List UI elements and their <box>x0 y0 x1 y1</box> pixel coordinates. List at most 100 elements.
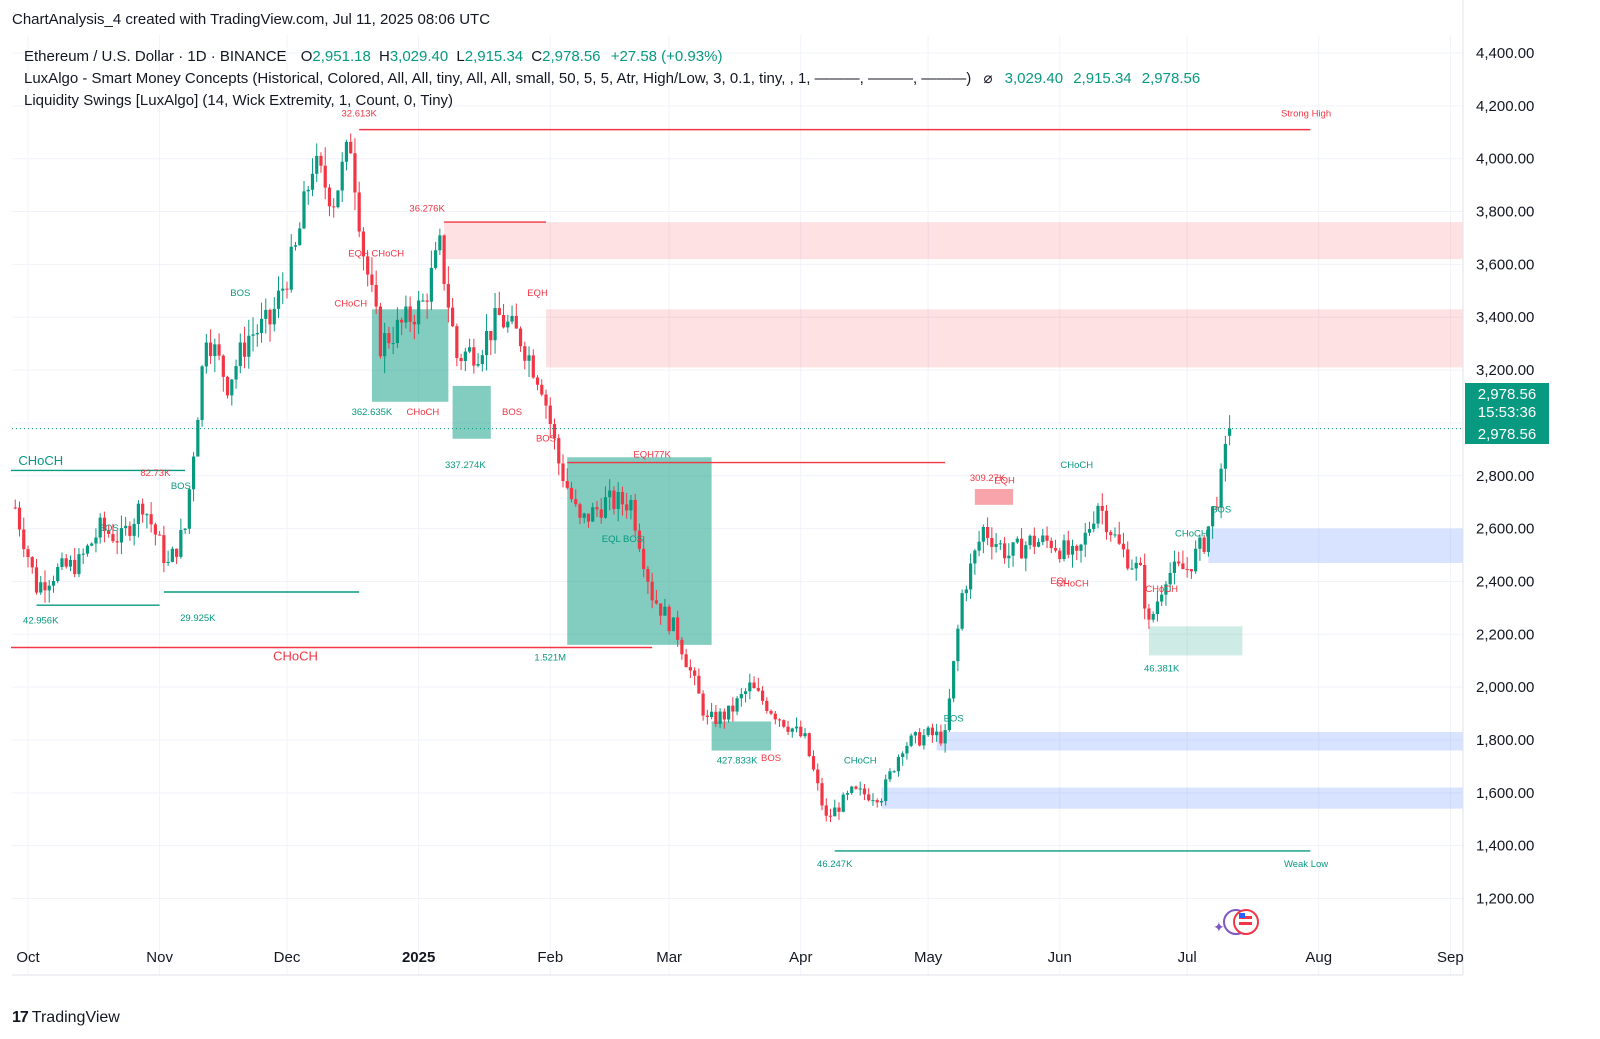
chart-legend: Ethereum / U.S. Dollar · 1D · BINANCE O2… <box>24 46 1200 112</box>
candle-body <box>1130 568 1134 570</box>
candle-body <box>926 727 930 736</box>
smc-label: BOS <box>171 481 191 492</box>
candle-body <box>506 321 510 328</box>
high-value: 3,029.40 <box>389 48 449 65</box>
candle-body <box>782 720 786 727</box>
symbol-legend-row[interactable]: Ethereum / U.S. Dollar · 1D · BINANCE O2… <box>24 46 1200 68</box>
candle-body <box>1070 545 1075 555</box>
candle-body <box>115 541 119 543</box>
candle-body <box>187 489 191 529</box>
candle-body <box>985 526 990 538</box>
candle-body <box>30 557 34 568</box>
flag-icon[interactable]: ✦ <box>1213 909 1259 936</box>
candle-body <box>421 300 425 302</box>
candle-body <box>242 342 247 357</box>
smc-label: EQH <box>994 476 1015 487</box>
candle-body <box>349 141 353 154</box>
candle-body <box>336 190 340 208</box>
candle-body <box>1147 608 1151 620</box>
candle-body <box>845 793 850 795</box>
smc-label: CHoCH <box>407 407 440 418</box>
candle-body <box>646 569 650 582</box>
candle-body <box>854 786 858 789</box>
candle-body <box>429 267 433 302</box>
candle-body <box>1113 534 1117 536</box>
candle-body <box>603 497 608 518</box>
hidden-eye-icon[interactable]: ⌀ <box>983 70 993 87</box>
candle-body <box>68 559 73 567</box>
candle-body <box>773 713 777 720</box>
indicator-legend-row-liquidity[interactable]: Liquidity Swings [LuxAlgo] (14, Wick Ext… <box>24 90 1200 112</box>
candle-body <box>501 315 506 328</box>
price-tick-label: 4,200.00 <box>1476 98 1534 115</box>
candle-body <box>463 351 467 362</box>
candle-body <box>247 335 251 357</box>
price-tick-label: 3,600.00 <box>1476 256 1534 273</box>
indicator-legend-row-smc[interactable]: LuxAlgo - Smart Money Concepts (Historic… <box>24 68 1200 90</box>
candle-body <box>620 492 625 505</box>
candle-body <box>141 503 145 515</box>
candle-body <box>111 533 115 542</box>
candle-body <box>659 603 663 616</box>
candle-body <box>26 549 30 558</box>
candle-body <box>357 192 361 232</box>
candle-body <box>289 246 293 290</box>
smc-label: EQH <box>527 288 548 299</box>
candle-body <box>259 318 264 334</box>
axes[interactable]: 1,200.00 1,400.00 1,600.00 1,800.00 2,000.00… <box>12 0 1534 976</box>
candle-body <box>1181 563 1185 570</box>
candle-body <box>293 245 298 247</box>
candle-body <box>548 405 552 425</box>
candle-body <box>1177 561 1181 564</box>
bearish-zone <box>974 488 1014 505</box>
candle-body <box>484 330 489 356</box>
candle-body <box>145 514 149 516</box>
time-tick-label: Nov <box>146 949 173 966</box>
smc-label: 42.956K <box>23 616 59 627</box>
candle-body <box>1206 526 1210 552</box>
candle-body <box>281 288 285 291</box>
candle-body <box>514 315 518 329</box>
smc-label: CHoCH <box>1060 460 1093 471</box>
tradingview-footer[interactable]: 17 TradingView <box>12 1009 120 1027</box>
indicator-title-liquidity[interactable]: Liquidity Swings [LuxAlgo] (14, Wick Ext… <box>24 92 454 109</box>
smc-label: 32.613K <box>341 108 377 119</box>
candle-body <box>977 541 981 551</box>
bullish-zone <box>881 787 1463 809</box>
smc-label: 362.635K <box>352 407 393 418</box>
smc-label: CHoCH <box>273 649 318 664</box>
candle-body <box>404 306 408 323</box>
candle-body <box>1032 535 1036 547</box>
candlestick-series[interactable] <box>13 133 1232 823</box>
candle-body <box>39 582 43 593</box>
candle-body <box>459 357 463 362</box>
candle-body <box>1172 561 1177 573</box>
smc-label: CHoCH <box>1056 579 1089 590</box>
candle-body <box>769 711 773 714</box>
candle-body <box>697 675 701 694</box>
candle-body <box>582 513 586 518</box>
smc-label: BOS <box>761 753 781 764</box>
candle-body <box>128 525 132 536</box>
candle-body <box>17 507 22 530</box>
symbol-name[interactable]: Ethereum / U.S. Dollar · 1D · BINANCE <box>24 48 287 65</box>
price-tick-label: 2,200.00 <box>1476 626 1534 643</box>
candle-body <box>794 726 799 729</box>
candle-body <box>569 487 574 500</box>
candle-body <box>540 384 544 395</box>
price-tick-label: 1,400.00 <box>1476 838 1534 855</box>
time-tick-label: May <box>914 949 943 966</box>
candle-body <box>752 682 756 689</box>
indicator-value-2: 2,915.34 <box>1073 70 1132 87</box>
candle-body <box>731 705 735 712</box>
candle-body <box>285 288 289 290</box>
indicator-title-smc[interactable]: LuxAlgo - Smart Money Concepts (Historic… <box>24 70 972 87</box>
tradingview-brand[interactable]: TradingView <box>31 1009 120 1026</box>
smc-label: 36.276K <box>409 204 445 215</box>
close-label: C <box>531 48 543 65</box>
candle-body <box>102 517 107 531</box>
candle-body <box>124 525 128 529</box>
candle-body <box>701 693 705 716</box>
smc-label: BOS <box>230 288 250 299</box>
